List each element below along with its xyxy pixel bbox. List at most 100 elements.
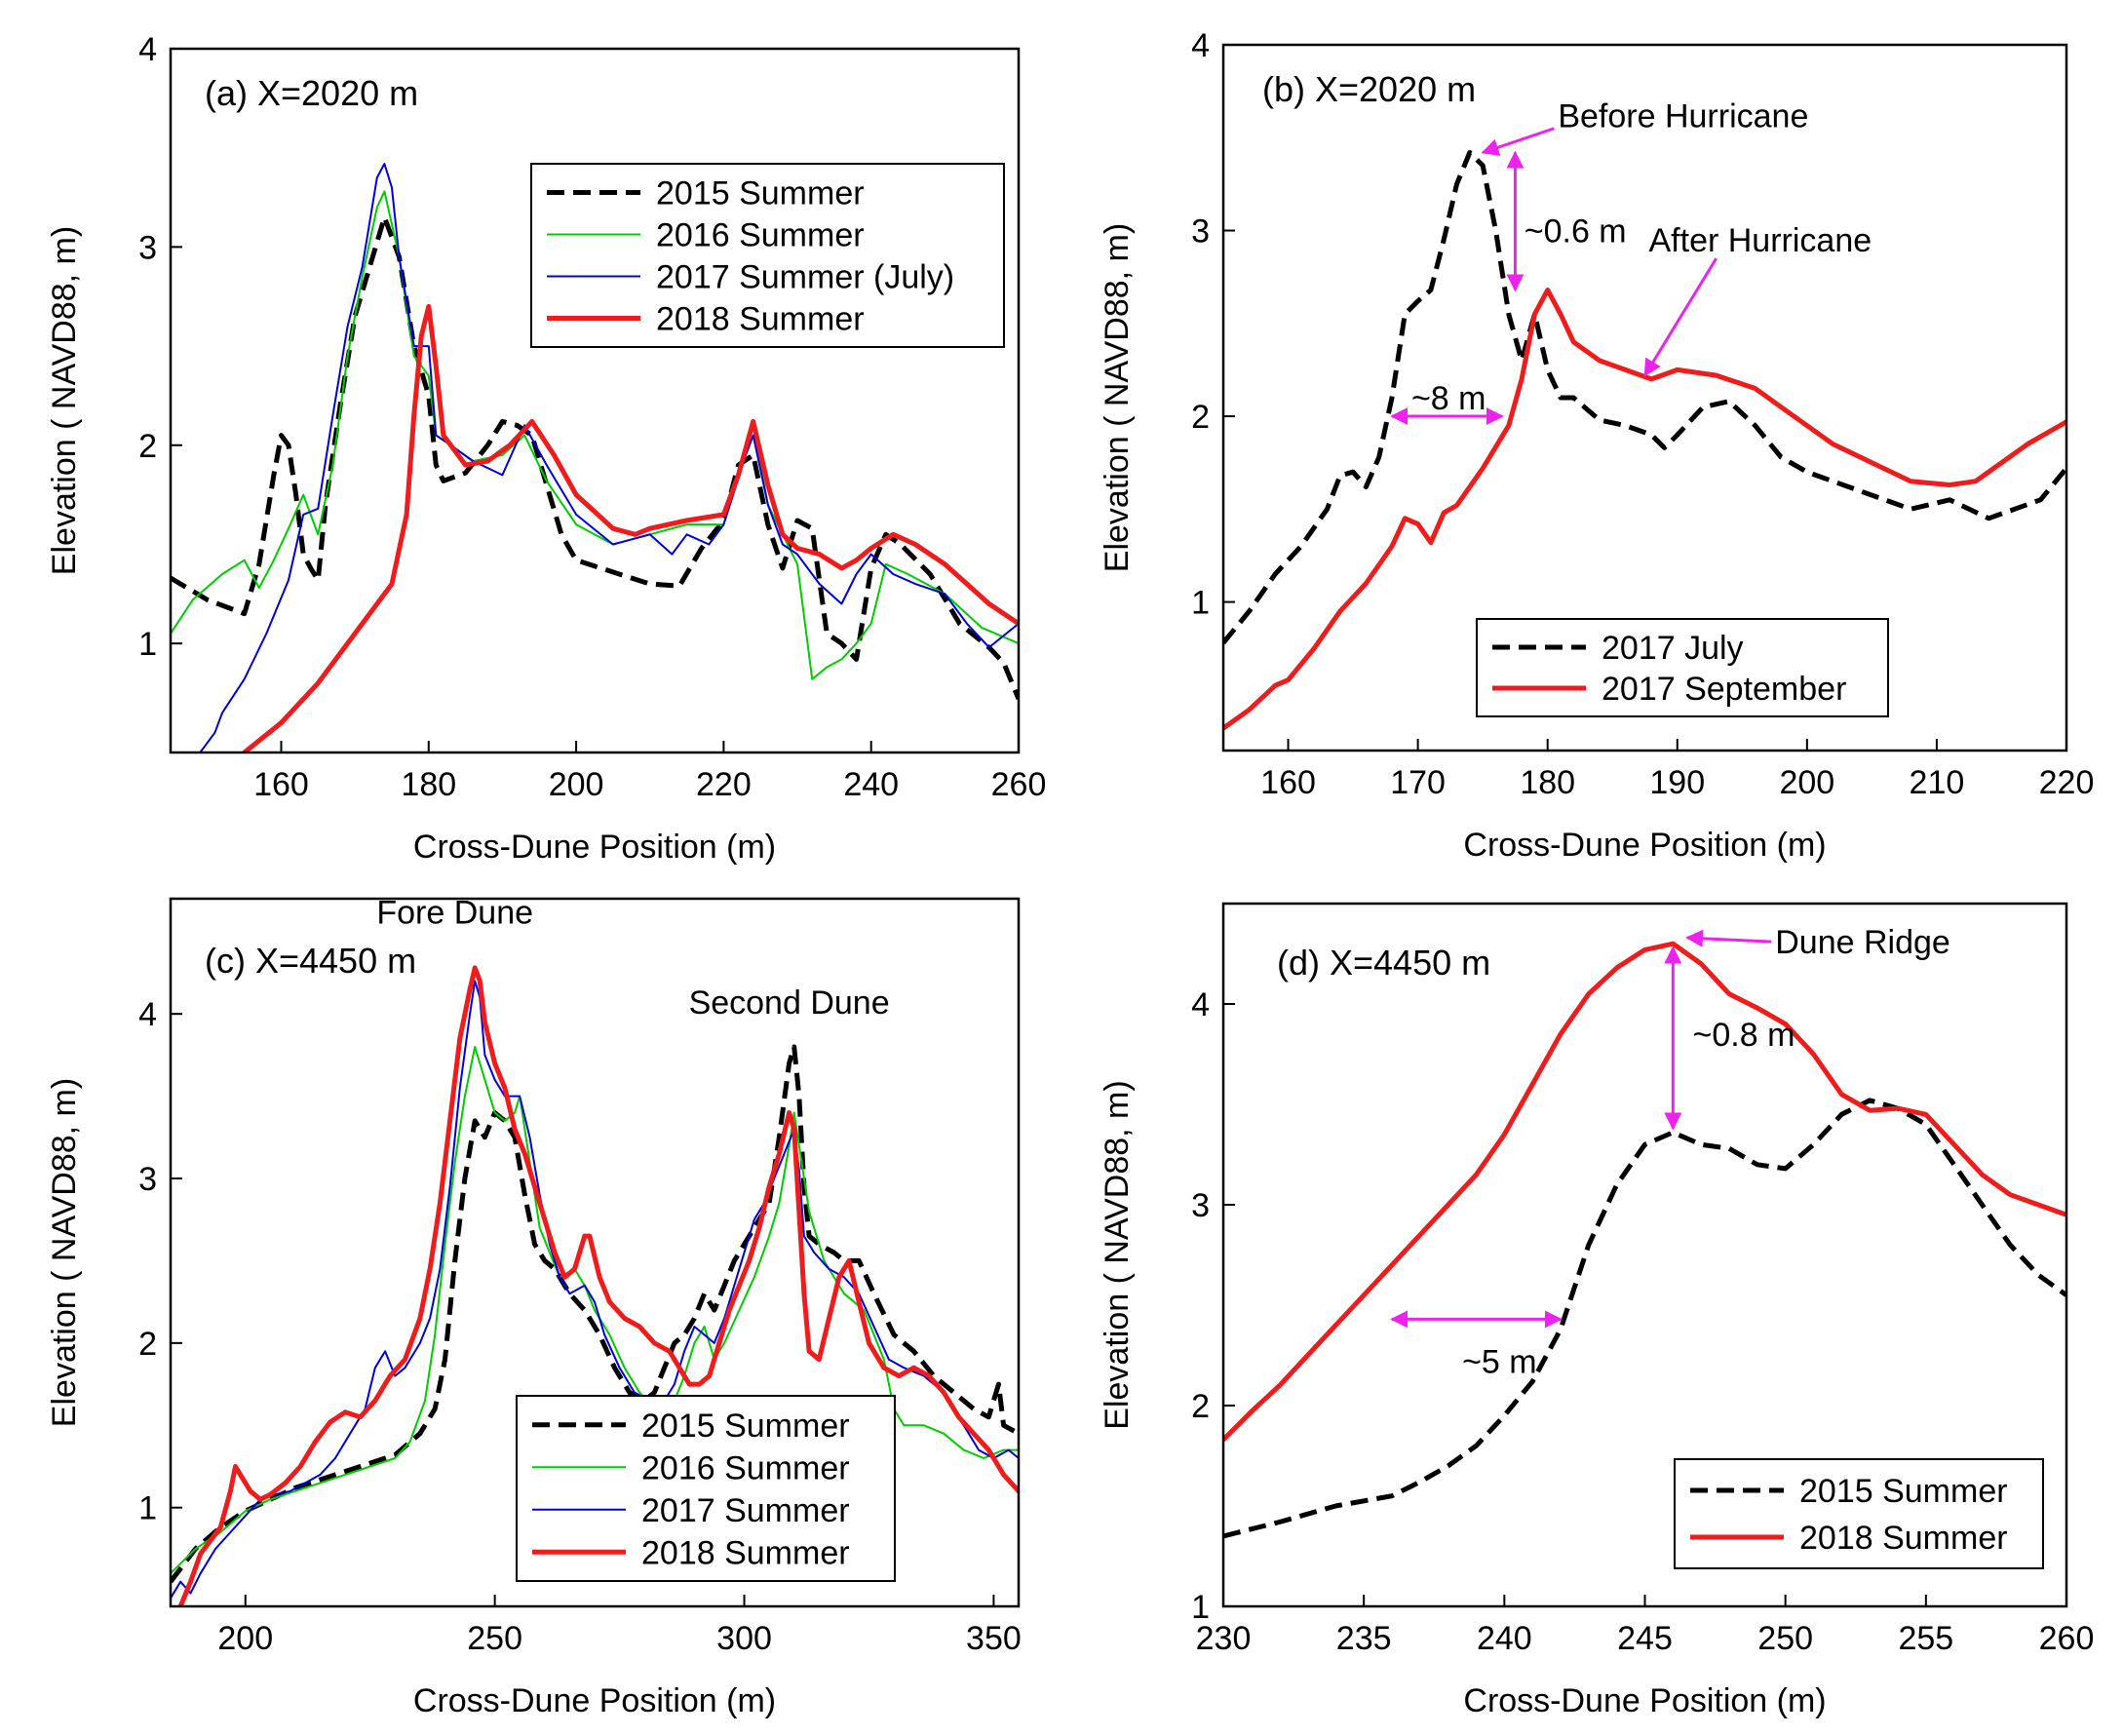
y-tick-label: 4 xyxy=(1191,986,1210,1023)
x-tick-label: 200 xyxy=(549,766,604,803)
series-line-2016-summer xyxy=(171,1046,1019,1575)
x-tick-label: 240 xyxy=(843,766,899,803)
y-tick-label: 4 xyxy=(138,996,157,1033)
legend-box xyxy=(1476,618,1889,717)
x-axis-label: Cross-Dune Position (m) xyxy=(413,1682,776,1719)
series-group xyxy=(1223,941,2066,1539)
x-axis-label: Cross-Dune Position (m) xyxy=(1463,1682,1826,1719)
x-tick-label: 180 xyxy=(1520,764,1575,801)
legend-entry: 2016 Summer xyxy=(656,217,865,254)
panel-d-chart: 230 235 240 245 250 255 260 1 2 3 4 Cross-Dune Posi… xyxy=(1099,902,2095,1719)
series-line-2016-summer xyxy=(171,190,1019,680)
series-line-2017-summer-july xyxy=(199,163,1019,752)
x-tick-label: 170 xyxy=(1390,764,1446,801)
y-tick-label: 1 xyxy=(1191,585,1210,622)
x-tick-label: 190 xyxy=(1649,764,1705,801)
y-tick-label: 1 xyxy=(138,1490,157,1527)
annotation-label: Before Hurricane xyxy=(1558,97,1808,135)
annotation-label: ~0.8 m xyxy=(1693,1017,1795,1054)
x-tick-label: 350 xyxy=(966,1620,1022,1657)
panel-label: (c) X=4450 m xyxy=(205,941,416,981)
annotation-arrow xyxy=(1684,929,1772,947)
panel-label: (b) X=2020 m xyxy=(1262,69,1476,109)
legend-entry: 2017 Summer xyxy=(641,1492,850,1529)
y-tick-label: 1 xyxy=(1191,1589,1210,1626)
legend: 2015 Summer 2016 Summer 2017 Summer (July)… xyxy=(530,163,1005,348)
legend: 2017 July 2017 September xyxy=(1476,618,1889,717)
plot-frame xyxy=(1221,902,2068,1608)
series-line-2018-summer xyxy=(1223,941,2066,1443)
x-tick-label: 300 xyxy=(716,1620,772,1657)
x-tick-label: 250 xyxy=(467,1620,522,1657)
annotation-label: Dune Ridge xyxy=(1775,924,1950,961)
plot-frame xyxy=(169,897,1021,1608)
legend-entry: 2018 Summer xyxy=(641,1534,850,1571)
x-tick-label: 245 xyxy=(1617,1620,1673,1657)
series-line-2017-summer xyxy=(171,980,1019,1600)
annotation-label: ~8 m xyxy=(1411,380,1486,417)
panel-c-chart: 200 250 300 350 1 2 3 4 Cross-Dune Position (m) E… xyxy=(46,894,1022,1719)
x-tick-label: 160 xyxy=(1260,764,1316,801)
legend-box xyxy=(1674,1458,2044,1569)
series-line-2018-summer xyxy=(177,965,1019,1606)
x-tick-label: 220 xyxy=(696,766,752,803)
series-line-2018-summer xyxy=(242,303,1019,752)
x-tick-label: 160 xyxy=(253,766,309,803)
panel-label: (d) X=4450 m xyxy=(1277,943,1490,983)
x-axis-label: Cross-Dune Position (m) xyxy=(1463,827,1826,864)
legend: 2015 Summer 2018 Summer xyxy=(1674,1458,2044,1569)
y-tick-label: 3 xyxy=(1191,213,1210,251)
legend-entry: 2016 Summer xyxy=(641,1449,850,1486)
y-axis-label: Elevation ( NAVD88, m) xyxy=(1099,1080,1136,1429)
x-axis-label: Cross-Dune Position (m) xyxy=(413,829,776,866)
series-group xyxy=(1223,150,2066,731)
legend: 2015 Summer 2016 Summer 2017 Summer 2018 Su… xyxy=(516,1395,896,1582)
panel-label: (a) X=2020 m xyxy=(205,73,418,113)
x-tick-label: 220 xyxy=(2039,764,2095,801)
y-tick-label: 4 xyxy=(138,31,157,68)
x-tick-label: 230 xyxy=(1196,1620,1252,1657)
legend-entry: 2015 Summer xyxy=(656,175,865,212)
series-line-2015-summer xyxy=(171,1044,1019,1584)
annotation-arrow xyxy=(1643,257,1718,377)
y-axis-label: Elevation ( NAVD88, m) xyxy=(46,226,83,575)
series-line-2015-summer xyxy=(1223,1098,2066,1539)
annotation-arrow xyxy=(1481,127,1555,156)
x-tick-label: 260 xyxy=(991,766,1047,803)
legend-entry: 2015 Summer xyxy=(1799,1473,2008,1510)
annotation-label: Second Dune xyxy=(689,984,890,1022)
x-tick-label: 240 xyxy=(1477,1620,1532,1657)
legend-entry: 2015 Summer xyxy=(641,1408,850,1445)
legend-entry: 2017 July xyxy=(1602,630,1744,667)
y-tick-label: 2 xyxy=(1191,1388,1210,1425)
y-tick-label: 4 xyxy=(1191,27,1210,64)
x-tick-label: 235 xyxy=(1336,1620,1392,1657)
x-tick-label: 260 xyxy=(2039,1620,2095,1657)
legend-entry: 2017 September xyxy=(1602,671,1846,708)
y-tick-label: 1 xyxy=(138,626,157,663)
legend-entry: 2018 Summer xyxy=(656,301,865,338)
y-tick-label: 2 xyxy=(138,1326,157,1363)
series-line-2017-september xyxy=(1223,288,2066,731)
plot-frame xyxy=(1221,43,2068,752)
series-group xyxy=(171,163,1019,752)
y-tick-label: 2 xyxy=(1191,399,1210,436)
y-tick-label: 3 xyxy=(138,229,157,266)
annotation-label: Fore Dune xyxy=(376,894,533,931)
x-tick-label: 180 xyxy=(401,766,456,803)
panel-a-chart: 160 180 200 220 240 260 1 2 3 4 Cross-Dune Positio… xyxy=(46,31,1046,866)
panel-b-chart: 160 170 180 190 200 210 220 1 2 3 4 Cross-Dune Posi… xyxy=(1099,27,2094,864)
plot-frame xyxy=(169,47,1021,754)
annotation-label: After Hurricane xyxy=(1649,222,1872,259)
series-group xyxy=(171,965,1019,1606)
annotation-label: ~5 m xyxy=(1462,1344,1537,1381)
y-tick-label: 2 xyxy=(138,428,157,465)
x-tick-label: 210 xyxy=(1910,764,1965,801)
x-tick-label: 250 xyxy=(1757,1620,1813,1657)
legend-entry: 2018 Summer xyxy=(1799,1520,2008,1557)
annotation-label: ~0.6 m xyxy=(1525,213,1627,251)
legend-entry: 2017 Summer (July) xyxy=(656,259,954,296)
x-tick-label: 200 xyxy=(1779,764,1834,801)
x-tick-label: 200 xyxy=(217,1620,273,1657)
